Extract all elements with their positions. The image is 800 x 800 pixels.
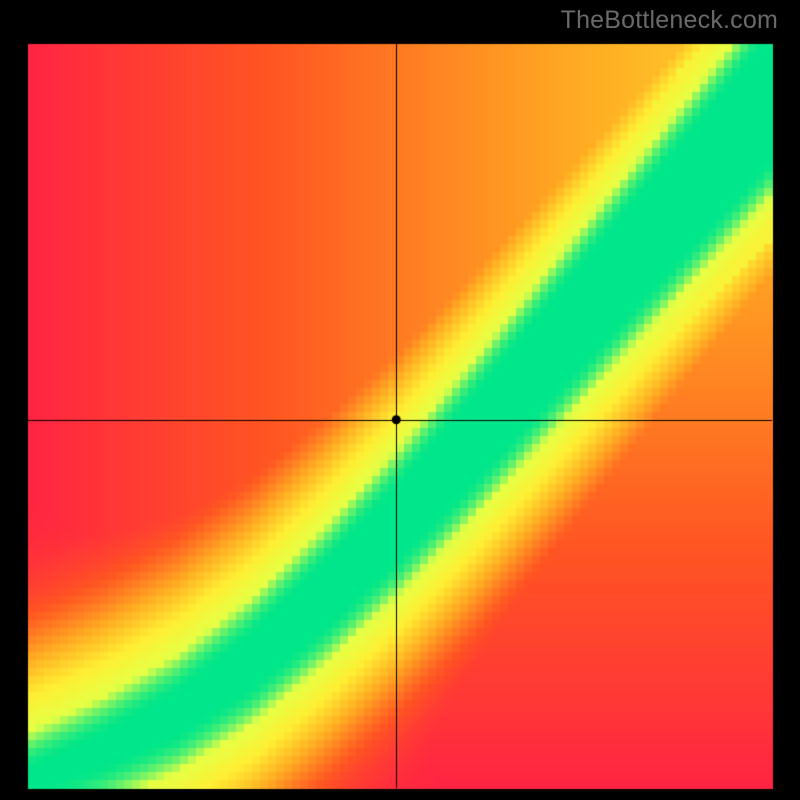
heatmap-canvas bbox=[0, 0, 800, 800]
chart-container: TheBottleneck.com bbox=[0, 0, 800, 800]
watermark-text: TheBottleneck.com bbox=[561, 6, 778, 35]
